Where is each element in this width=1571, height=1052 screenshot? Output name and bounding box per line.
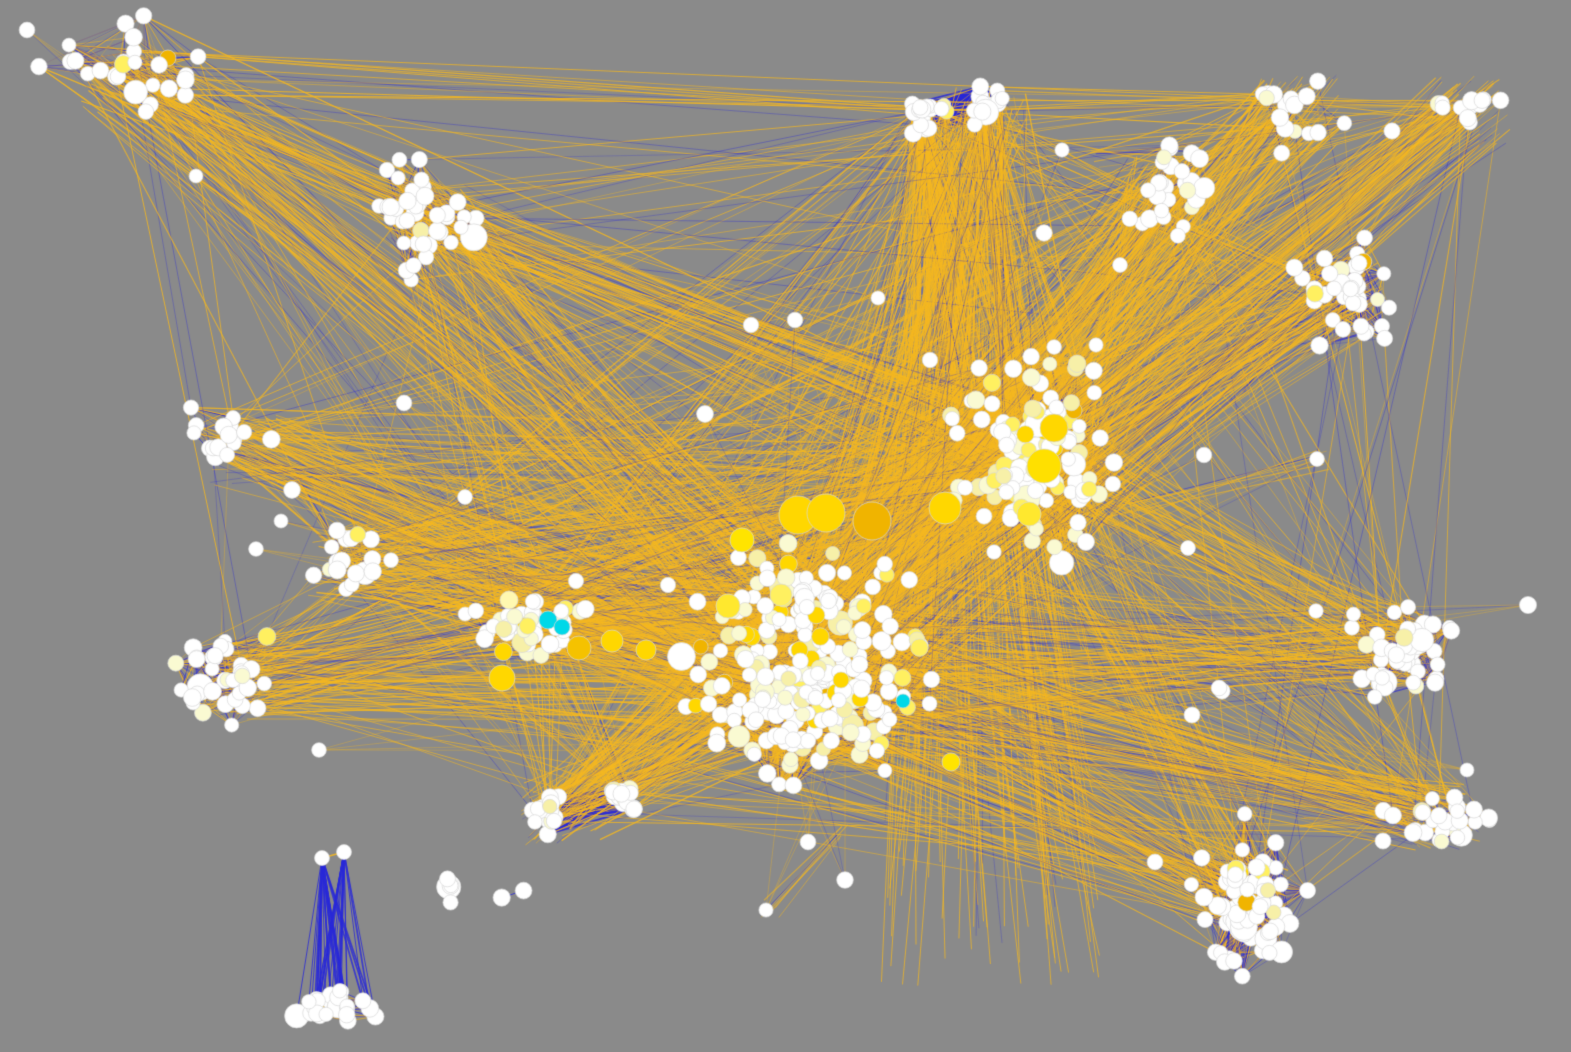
network-graph-canvas[interactable]	[0, 0, 1571, 1052]
graph-viewport[interactable]	[0, 0, 1571, 1052]
